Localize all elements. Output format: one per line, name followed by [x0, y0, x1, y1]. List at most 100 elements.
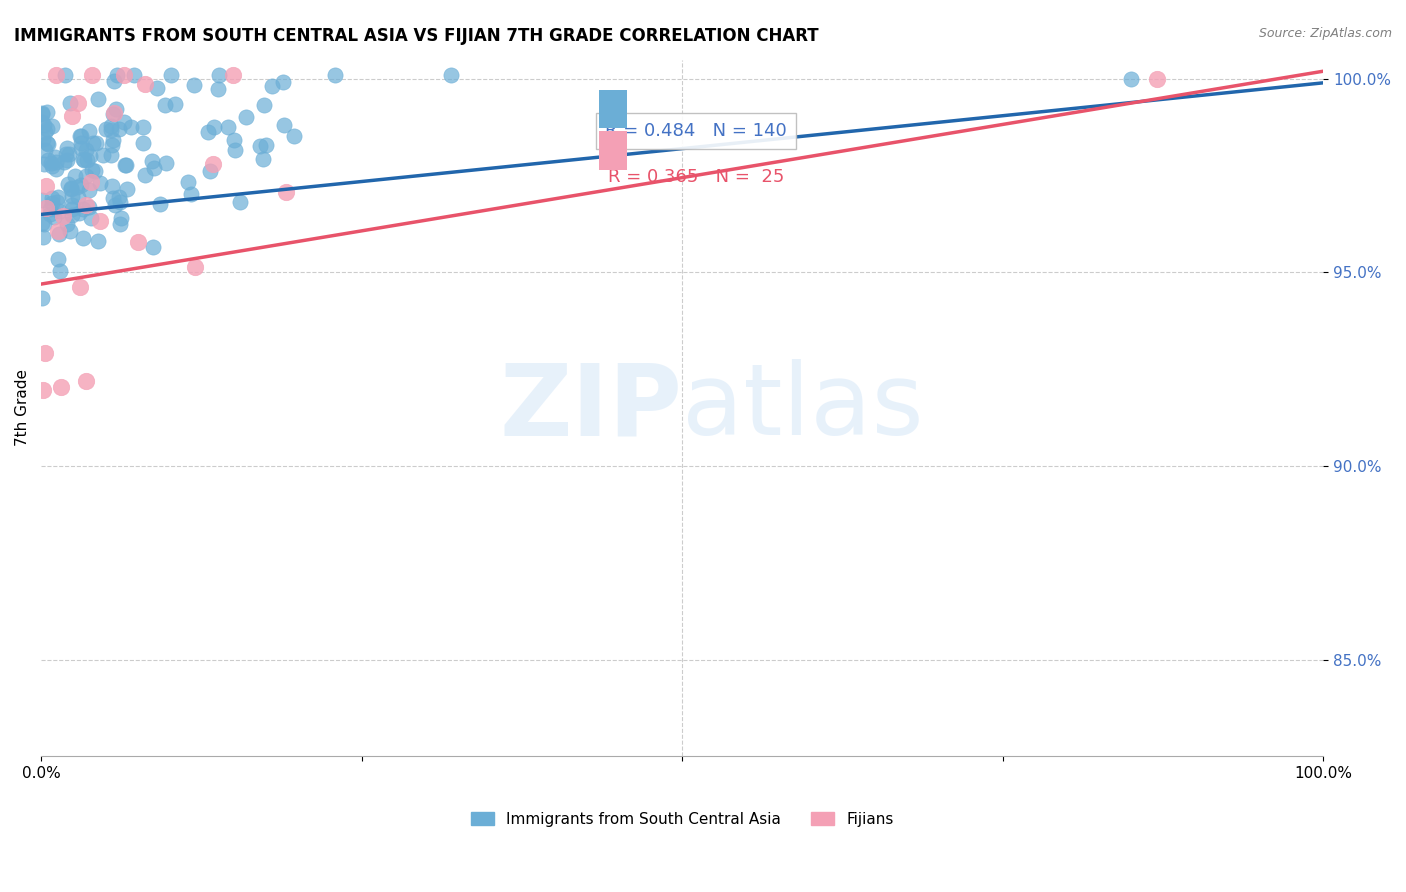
Point [108, 217, 131, 231]
Point [283, 128, 305, 143]
Point [35, 178, 58, 193]
Point [46, 252, 69, 267]
Point [89, 176, 111, 190]
Point [31, 229, 53, 244]
Point [48, 190, 70, 204]
Point [112, 115, 135, 129]
Point [41, 196, 63, 211]
Point [274, 185, 297, 199]
Point [75, 169, 97, 183]
Point [72, 153, 94, 167]
Point [132, 136, 155, 150]
Point [46, 194, 69, 209]
Point [141, 153, 163, 168]
Point [198, 163, 221, 178]
Point [46, 225, 69, 239]
Point [197, 125, 219, 139]
Point [37, 153, 59, 168]
Point [69, 129, 91, 144]
Point [110, 194, 132, 209]
Point [208, 68, 231, 82]
Point [76, 143, 98, 157]
Point [32, 118, 55, 132]
Point [273, 118, 295, 132]
Point [440, 68, 463, 82]
Point [31, 107, 53, 121]
Point [142, 161, 165, 175]
Point [201, 157, 224, 171]
Point [31, 106, 53, 120]
Point [217, 120, 239, 134]
Point [149, 197, 172, 211]
Point [103, 74, 125, 88]
Point [142, 240, 165, 254]
Point [84, 163, 107, 178]
Point [105, 102, 128, 116]
Point [271, 75, 294, 89]
Point [155, 98, 177, 112]
Text: atlas: atlas [682, 359, 924, 457]
Point [35, 121, 58, 136]
Point [75, 198, 97, 212]
Point [52, 155, 75, 169]
Point [39, 207, 62, 221]
Point [32, 132, 55, 146]
Point [1119, 72, 1142, 87]
Point [160, 68, 183, 82]
Point [77, 124, 100, 138]
Point [87, 234, 110, 248]
Point [49, 264, 72, 278]
Point [101, 107, 124, 121]
Point [101, 191, 124, 205]
Point [100, 123, 122, 137]
Point [84, 136, 107, 151]
Point [103, 105, 125, 120]
Point [35, 105, 58, 120]
Text: ZIP: ZIP [499, 359, 682, 457]
Point [183, 78, 205, 92]
Point [104, 198, 127, 212]
Point [32, 157, 55, 171]
Point [134, 169, 156, 183]
Point [235, 110, 257, 124]
Point [67, 96, 90, 111]
Point [48, 227, 70, 241]
Point [58, 147, 80, 161]
Point [114, 158, 136, 172]
Point [165, 97, 187, 112]
Point [253, 97, 276, 112]
Point [48, 204, 70, 219]
Point [256, 137, 278, 152]
Point [34, 346, 56, 360]
Point [108, 190, 131, 204]
Point [56, 141, 79, 155]
Point [108, 121, 131, 136]
Text: R = 0.365   N =  25: R = 0.365 N = 25 [607, 168, 785, 186]
Point [82, 162, 104, 177]
Point [222, 68, 245, 82]
Point [101, 138, 124, 153]
Point [69, 136, 91, 150]
Legend: Immigrants from South Central Asia, Fijians: Immigrants from South Central Asia, Fiji… [464, 805, 900, 833]
Y-axis label: 7th Grade: 7th Grade [15, 369, 30, 446]
Point [31, 291, 53, 305]
Point [131, 120, 153, 134]
Point [55, 147, 77, 161]
Point [45, 155, 67, 169]
Point [69, 280, 91, 294]
Point [60, 109, 83, 123]
Text: Source: ZipAtlas.com: Source: ZipAtlas.com [1258, 27, 1392, 40]
Point [87, 92, 110, 106]
Point [323, 68, 346, 82]
Point [70, 129, 93, 144]
Point [110, 211, 132, 226]
Point [115, 158, 138, 172]
Point [44, 150, 66, 164]
Point [101, 133, 124, 147]
Point [120, 120, 142, 135]
Point [1146, 72, 1168, 87]
Point [72, 230, 94, 244]
Point [124, 68, 146, 82]
Point [49, 380, 72, 394]
Point [62, 208, 84, 222]
